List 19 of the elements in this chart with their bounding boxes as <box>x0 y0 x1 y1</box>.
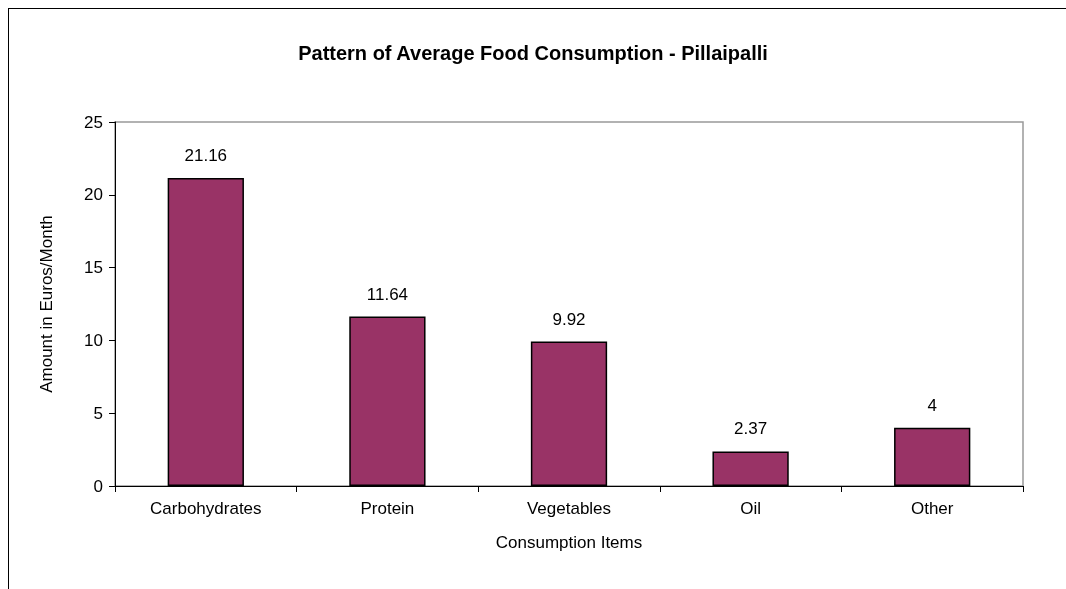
data-label: 21.16 <box>184 145 228 165</box>
y-tick-label: 5 <box>93 403 103 423</box>
x-tick-label: Protein <box>360 499 415 518</box>
y-axis-title: Amount in Euros/Month <box>37 215 56 393</box>
data-label: 9.92 <box>552 309 586 329</box>
data-label: 11.64 <box>366 284 409 304</box>
data-label: 4 <box>927 395 937 415</box>
x-tick-label: Other <box>910 499 954 518</box>
y-tick-label: 25 <box>84 112 103 132</box>
y-tick-label: 15 <box>84 258 103 278</box>
chart-title: Pattern of Average Food Consumption - Pillaipalli <box>298 42 768 64</box>
y-tick-label: 0 <box>93 476 103 496</box>
y-tick-label: 10 <box>84 330 103 350</box>
x-axis-title: Consumption Items <box>495 533 643 552</box>
x-tick-label: Vegetables <box>526 499 612 518</box>
x-tick-label: Carbohydrates <box>150 499 262 518</box>
y-tick-label: 20 <box>84 185 103 205</box>
x-tick-label: Oil <box>740 499 761 518</box>
data-label: 2.37 <box>734 419 768 439</box>
